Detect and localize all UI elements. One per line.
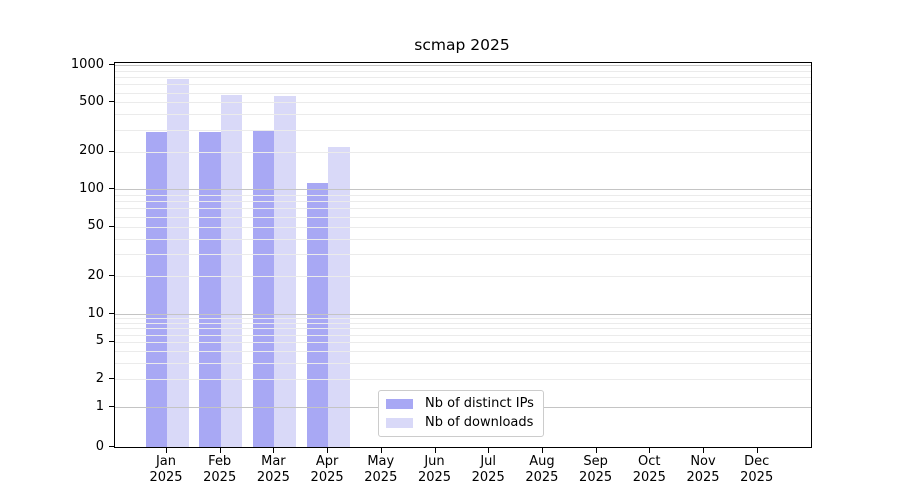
gridline-minor	[115, 341, 811, 343]
x-tick-label-aug: Aug 2025	[525, 454, 559, 485]
x-tick-mark	[756, 448, 758, 453]
y-tick-label: 10	[87, 305, 104, 321]
x-tick-label-apr: Apr 2025	[310, 454, 344, 485]
bar-distinct-ips-mar	[252, 131, 275, 447]
y-tick-label: 0	[95, 438, 104, 454]
gridline-minor	[115, 92, 811, 94]
y-tick-mark	[109, 64, 114, 65]
plot-area	[114, 62, 812, 448]
gridline-major	[115, 314, 811, 315]
grid-layer	[115, 63, 811, 447]
x-tick-label-may: May 2025	[364, 454, 398, 485]
gridline-minor	[115, 216, 811, 218]
gridline-minor	[115, 334, 811, 336]
gridline-minor	[115, 129, 811, 131]
x-tick-mark	[541, 448, 543, 453]
y-tick-label: 1000	[70, 56, 104, 72]
legend-label-distinct-ips: Nb of distinct IPs	[425, 396, 534, 411]
legend-item-distinct-ips: Nb of distinct IPs	[379, 394, 543, 413]
y-tick-label: 5	[95, 333, 104, 349]
gridline-minor	[115, 226, 811, 228]
bar-distinct-ips-feb	[199, 132, 221, 447]
gridline-minor	[115, 114, 811, 116]
x-tick-label-jun: Jun 2025	[417, 454, 452, 485]
y-tick-label: 200	[79, 143, 104, 159]
x-tick-label-nov: Nov 2025	[686, 454, 720, 485]
gridline-minor	[115, 194, 811, 196]
y-tick-mark	[109, 378, 114, 379]
y-tick-mark	[109, 188, 114, 189]
x-tick-mark	[649, 448, 651, 453]
gridline-minor	[115, 254, 811, 256]
legend: Nb of distinct IPs Nb of downloads	[378, 390, 544, 437]
y-tick-label: 1	[95, 398, 104, 414]
y-tick-mark	[109, 446, 114, 447]
gridline-minor	[115, 102, 811, 104]
gridline-minor	[115, 208, 811, 210]
gridline-minor	[115, 70, 811, 72]
x-tick-mark	[488, 448, 490, 453]
legend-swatch-downloads	[386, 417, 413, 428]
bar-downloads-feb	[220, 95, 243, 447]
gridline-minor	[115, 328, 811, 330]
gridline-minor	[115, 276, 811, 278]
gridline-minor	[115, 201, 811, 203]
gridline-minor	[115, 77, 811, 79]
gridline-minor	[115, 84, 811, 86]
bar-downloads-apr	[328, 146, 350, 447]
x-tick-label-dec: Dec 2025	[740, 454, 774, 485]
x-tick-label-sep: Sep 2025	[579, 454, 613, 485]
x-tick-mark	[703, 448, 704, 453]
y-axis: 0 1 2 5 10 20 50 100 200 500 1000	[0, 0, 114, 500]
chart-title: scmap 2025	[414, 36, 510, 54]
y-tick-mark	[109, 406, 114, 407]
y-tick-label: 2	[95, 370, 104, 386]
gridline-minor	[115, 323, 811, 324]
x-tick-mark	[273, 448, 275, 453]
x-tick-mark	[327, 448, 329, 453]
y-tick-mark	[109, 150, 114, 152]
gridline-minor	[115, 362, 811, 364]
y-tick-mark	[109, 225, 114, 227]
y-tick-label: 100	[79, 180, 104, 196]
x-tick-mark	[166, 448, 167, 453]
y-tick-label: 20	[87, 267, 104, 283]
gridline-minor	[115, 151, 811, 153]
x-tick-mark	[434, 448, 436, 453]
y-tick-mark	[109, 275, 114, 277]
bar-downloads-jan	[167, 79, 189, 447]
x-tick-label-feb: Feb 2025	[203, 454, 237, 485]
x-tick-label-mar: Mar 2025	[256, 454, 290, 485]
x-tick-mark	[219, 448, 221, 453]
x-tick-label-jan: Jan 2025	[149, 454, 183, 485]
y-tick-label: 50	[87, 218, 104, 234]
gridline-minor	[115, 318, 811, 320]
x-tick-label-oct: Oct 2025	[632, 454, 666, 485]
x-tick-label-jul: Jul 2025	[471, 454, 505, 485]
y-tick-label: 500	[79, 93, 104, 109]
gridline-minor	[115, 238, 811, 240]
legend-label-downloads: Nb of downloads	[425, 415, 534, 430]
bar-downloads-mar	[274, 96, 296, 447]
gridline-major	[115, 189, 811, 190]
x-tick-mark	[595, 448, 597, 453]
y-tick-mark	[109, 340, 114, 342]
gridline-major	[115, 65, 811, 66]
gridline-minor	[115, 351, 811, 352]
bar-distinct-ips-jan	[145, 131, 167, 447]
y-tick-mark	[109, 313, 114, 314]
legend-swatch-distinct-ips	[386, 398, 413, 409]
y-tick-mark	[109, 101, 114, 103]
gridline-minor	[115, 379, 811, 380]
legend-item-downloads: Nb of downloads	[379, 413, 543, 432]
x-tick-mark	[380, 448, 382, 453]
